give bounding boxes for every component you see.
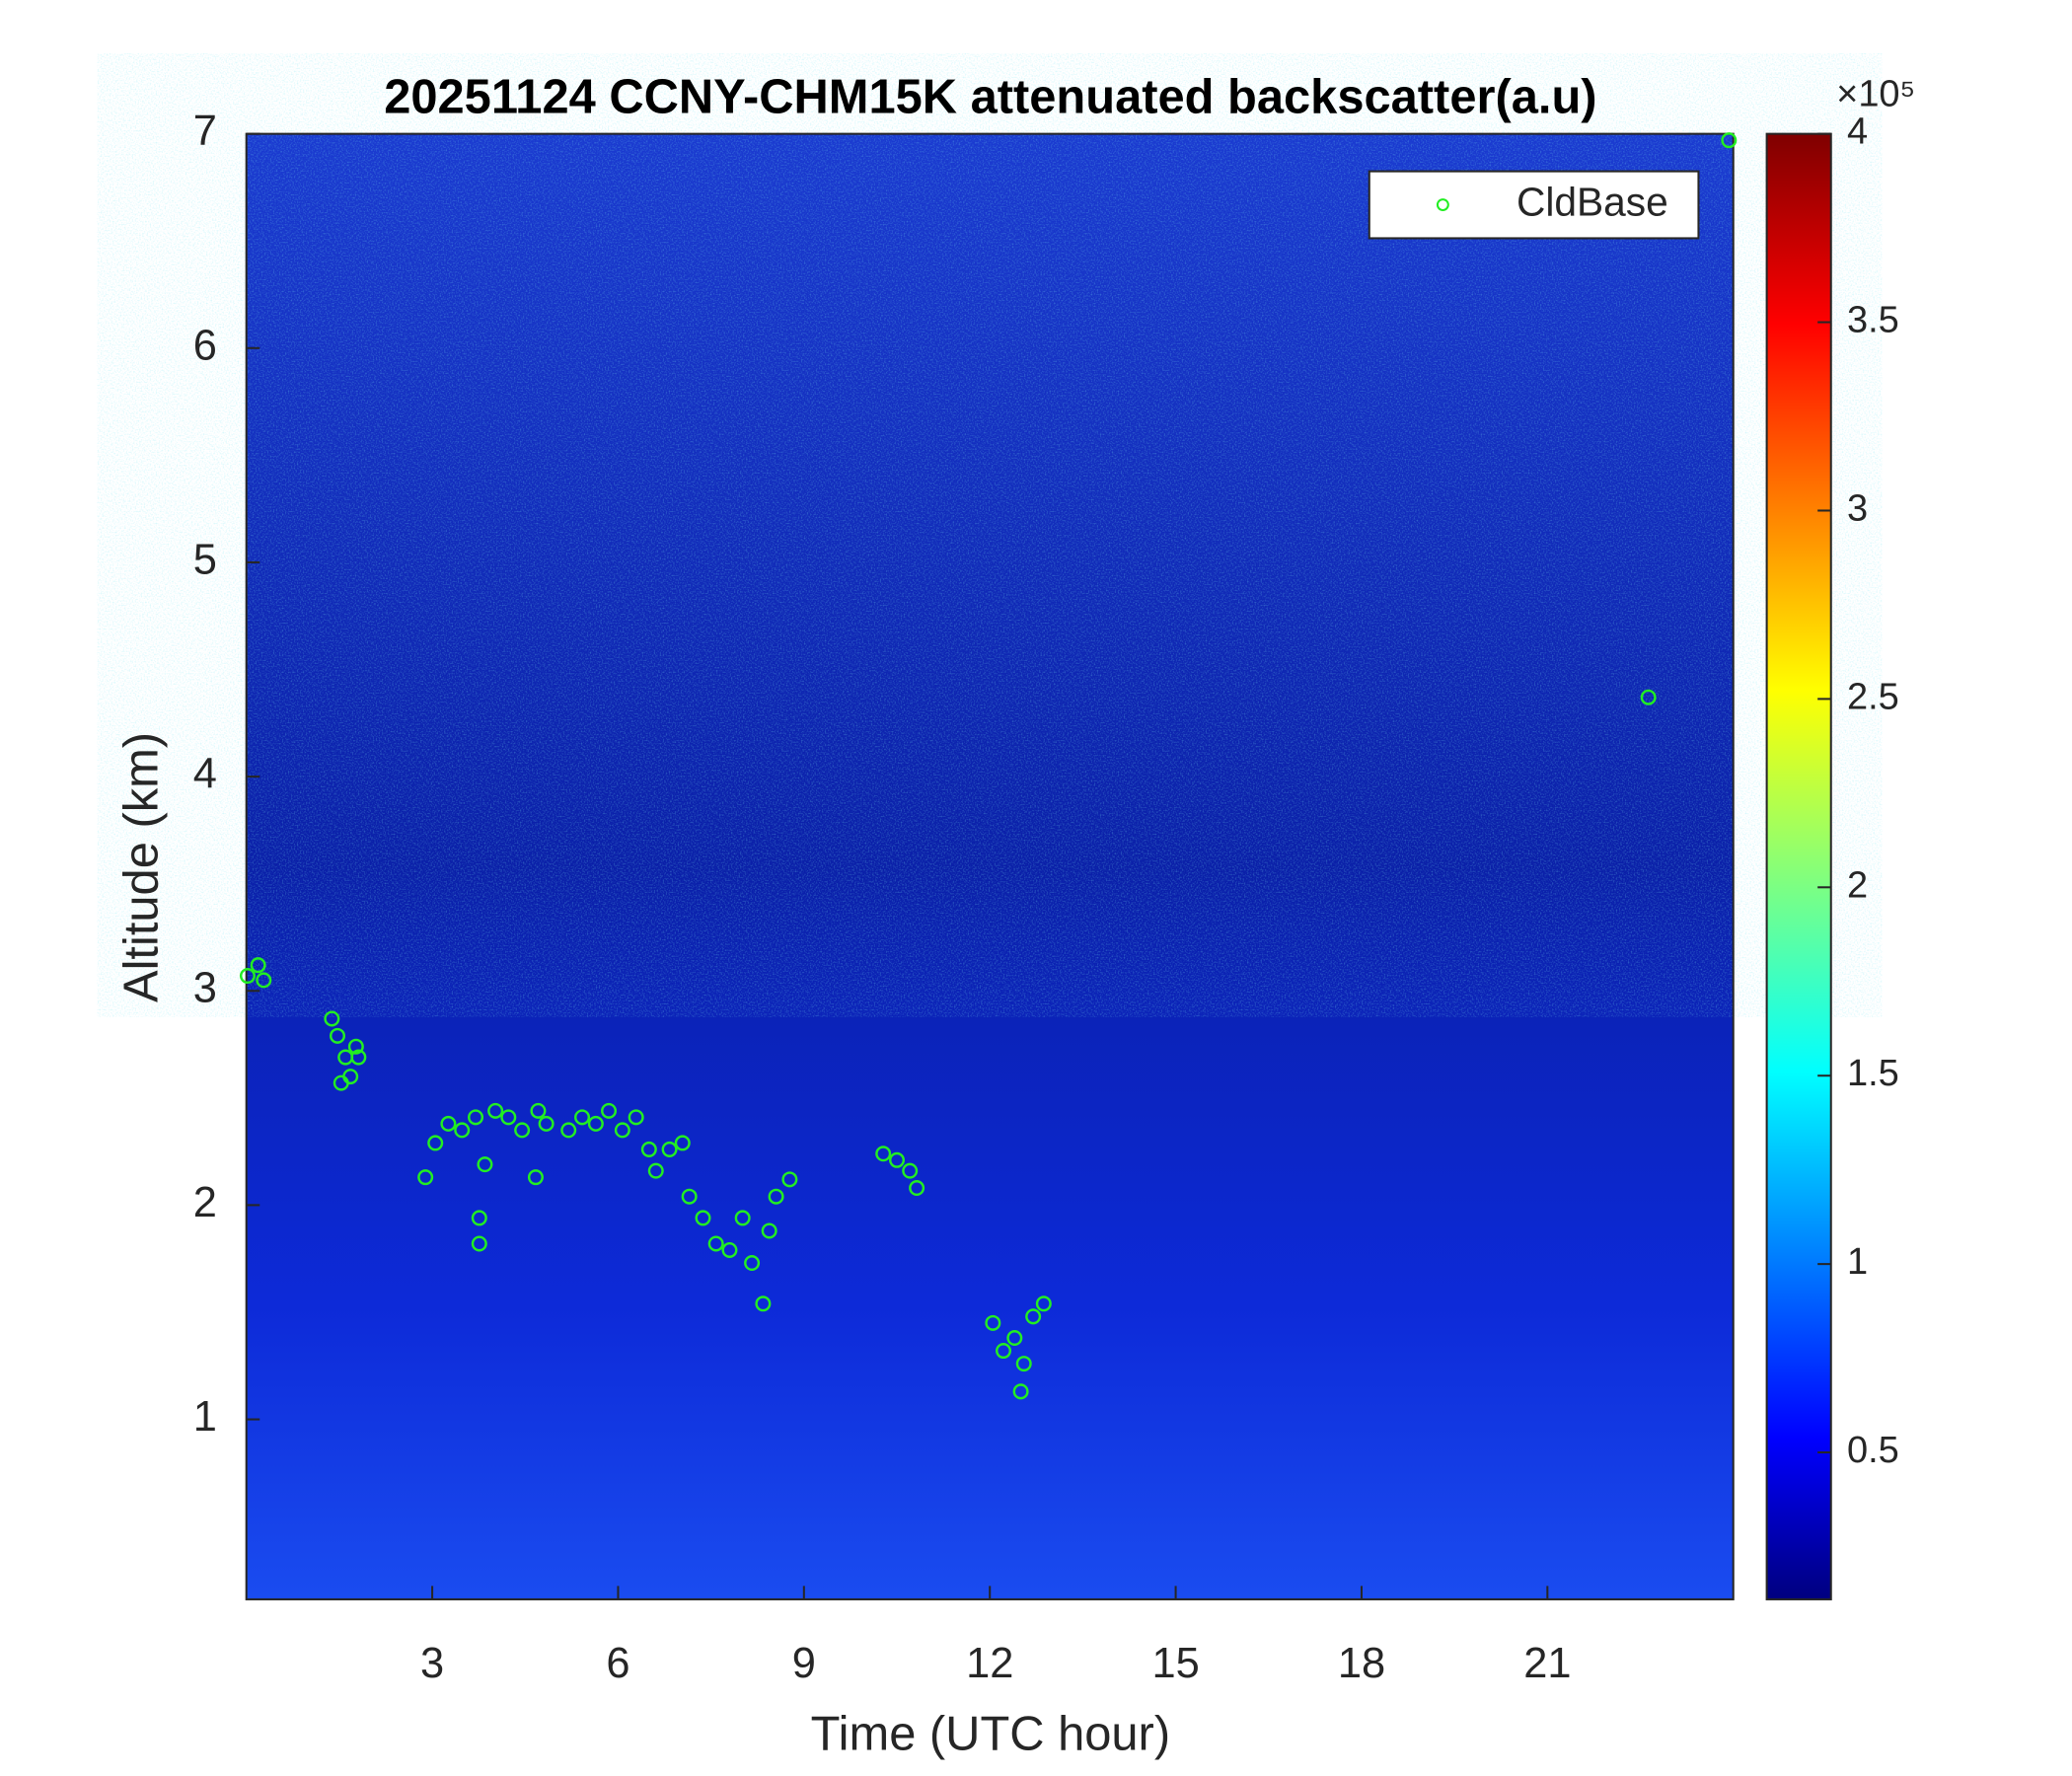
colorbar-tick-label: 3.5 [1847, 300, 1899, 341]
cloud-base-point [250, 957, 266, 974]
cloud-base-point [468, 1109, 484, 1126]
legend [1368, 170, 1700, 240]
colorbar-tick-label: 0.5 [1847, 1430, 1899, 1471]
y-tick-label: 4 [193, 751, 217, 798]
cloud-base-point [707, 1235, 724, 1252]
cloud-base-point [1640, 689, 1657, 705]
cloud-base-point [614, 1122, 630, 1139]
cloud-base-point [721, 1241, 738, 1258]
x-tick-label: 6 [606, 1640, 629, 1687]
cloud-base-point [647, 1162, 664, 1179]
cloud-base-point [909, 1180, 925, 1197]
cloud-base-point [661, 1141, 678, 1157]
colorbar-tick-label: 3 [1847, 488, 1868, 530]
cloud-base-point [755, 1295, 772, 1312]
cloud-base-point [674, 1135, 691, 1151]
legend-marker [1436, 198, 1449, 211]
x-axis-label: Time (UTC hour) [811, 1708, 1170, 1761]
cloud-base-point [601, 1102, 618, 1119]
y-tick-label: 1 [193, 1393, 217, 1441]
y-tick-label: 7 [193, 108, 217, 155]
cloud-base-point [734, 1210, 751, 1226]
colorbar [1765, 132, 1832, 1600]
cloud-base-point [347, 1038, 364, 1055]
cloud-base-point [239, 968, 256, 985]
cloud-base-point [1012, 1383, 1029, 1400]
cloud-base-point [768, 1188, 784, 1205]
y-tick-label: 2 [193, 1179, 217, 1226]
cloud-base-point [560, 1122, 577, 1139]
cloud-base-point [996, 1343, 1012, 1360]
cloud-base-point [574, 1109, 591, 1126]
cloud-base-point [324, 1010, 340, 1027]
x-tick-label: 9 [792, 1640, 816, 1687]
y-axis-label: Altitude (km) [115, 732, 169, 1002]
cloud-base-point [500, 1109, 517, 1126]
colorbar-tick-label: 1.5 [1847, 1053, 1899, 1094]
cloud-base-point [587, 1115, 604, 1132]
cloud-base-point [781, 1171, 798, 1188]
cloud-base-point [744, 1255, 761, 1272]
cloud-base-point [640, 1141, 657, 1157]
cloud-base-point [1015, 1356, 1032, 1372]
cloud-base-point [985, 1314, 1001, 1331]
cloud-base-point [427, 1135, 444, 1151]
cloud-base-point [889, 1151, 906, 1168]
chart-title: 20251124 CCNY-CHM15K attenuated backscat… [384, 71, 1596, 124]
cloud-base-point [681, 1188, 698, 1205]
legend-label: CldBase [1517, 179, 1668, 224]
cloud-base-point [350, 1049, 367, 1066]
cloud-base-point [333, 1074, 349, 1091]
cloud-base-point [530, 1102, 547, 1119]
cloud-base-point [761, 1222, 777, 1239]
y-tick-label: 3 [193, 965, 217, 1012]
cloud-base-point [628, 1109, 644, 1126]
cloud-base-point [1721, 132, 1738, 149]
cloud-base-point [1025, 1308, 1042, 1325]
backscatter-noise [246, 133, 1734, 937]
cloud-base-point [477, 1156, 493, 1173]
cloud-base-point [454, 1122, 471, 1139]
colorbar-tick-label: 1 [1847, 1241, 1868, 1283]
cloud-base-point [514, 1122, 531, 1139]
cloud-base-point [527, 1169, 544, 1186]
cloud-base-point [471, 1210, 487, 1226]
x-tick-label: 18 [1338, 1640, 1385, 1687]
y-tick-label: 6 [193, 322, 217, 369]
x-tick-label: 15 [1151, 1640, 1199, 1687]
x-tick-label: 3 [420, 1640, 444, 1687]
legend-box [1368, 170, 1700, 240]
cloud-base-point [902, 1162, 919, 1179]
cloud-base-point [1006, 1330, 1023, 1347]
colorbar-scale: ×10⁵ [1836, 74, 1915, 115]
colorbar-tick-label: 4 [1847, 111, 1868, 153]
cloud-base-point [417, 1169, 434, 1186]
cloud-base-point [487, 1102, 504, 1119]
cloud-base-point [695, 1210, 711, 1226]
colorbar-tick-label: 2 [1847, 864, 1868, 906]
x-tick-label: 12 [966, 1640, 1013, 1687]
colorbar-tick-label: 2.5 [1847, 676, 1899, 717]
x-tick-label: 21 [1523, 1640, 1571, 1687]
cloud-base-point [256, 972, 272, 989]
cloud-base-point [440, 1115, 457, 1132]
cloud-base-point [1035, 1295, 1052, 1312]
cloud-base-point [875, 1146, 892, 1162]
cloud-base-point [538, 1115, 555, 1132]
cloud-base-point [329, 1027, 346, 1044]
cloud-base-point [471, 1235, 487, 1252]
y-tick-label: 5 [193, 536, 217, 583]
